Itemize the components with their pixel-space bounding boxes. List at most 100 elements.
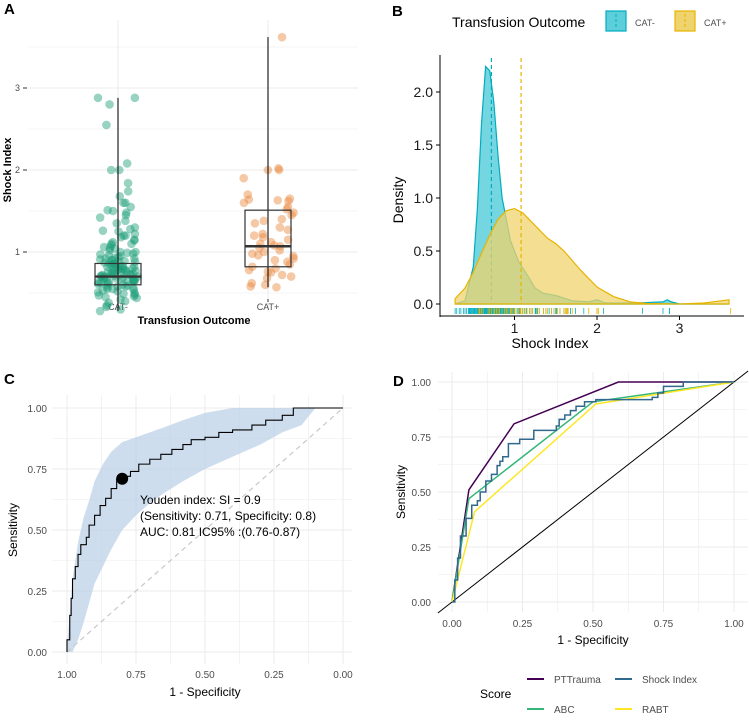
roc-line-shock-index (452, 381, 734, 603)
data-point (103, 262, 112, 272)
data-point (122, 267, 131, 276)
data-point (127, 239, 136, 249)
data-point (130, 229, 140, 239)
panel-c-annotation-auc: AUC: 0.81 IC95% :(0.76-0.87) (140, 525, 300, 539)
data-point (108, 284, 118, 294)
x-tick-label: 2 (593, 320, 601, 336)
confidence-band (67, 408, 316, 652)
data-point (277, 214, 287, 224)
legend-label: ABC (554, 705, 575, 716)
data-point (108, 255, 117, 265)
y-tick-label: 1.0 (414, 190, 434, 206)
data-point (286, 272, 296, 281)
data-point (243, 190, 253, 199)
data-point (107, 255, 117, 265)
data-point (247, 278, 257, 288)
data-point (121, 282, 130, 291)
data-point (106, 165, 116, 175)
data-point (274, 164, 283, 173)
data-point (95, 213, 105, 222)
y-tick-label: 0.25 (412, 543, 432, 554)
data-point (119, 264, 128, 273)
data-point (285, 194, 295, 203)
data-point (128, 283, 138, 293)
data-point (244, 265, 254, 275)
data-point (129, 291, 139, 301)
data-point (262, 273, 272, 283)
x-tick-label: 0.50 (583, 619, 603, 630)
data-point (120, 296, 130, 306)
x-tick-label: 0.75 (654, 619, 674, 630)
data-point (108, 237, 118, 247)
data-point (246, 282, 255, 291)
data-point (107, 268, 117, 277)
data-point (130, 290, 140, 299)
y-tick-label: 0.00 (28, 648, 48, 659)
x-tick-label: 3 (676, 320, 684, 336)
data-point (101, 254, 111, 263)
data-point (244, 195, 254, 204)
data-point (129, 285, 139, 295)
data-point (282, 205, 292, 214)
data-point (253, 250, 263, 260)
data-point (112, 219, 122, 228)
data-point (123, 178, 133, 188)
panel-label-d: D (393, 373, 404, 390)
data-point (121, 198, 130, 208)
panel-label-c: C (4, 371, 15, 388)
roc-line-rabt (451, 381, 735, 603)
data-point (117, 268, 126, 277)
legend-label-CAT-: CAT- (635, 18, 655, 28)
data-point (124, 277, 133, 286)
data-point (250, 219, 260, 228)
panel-label-b: B (392, 3, 403, 20)
panel-b-x-title: Shock Index (511, 335, 588, 351)
data-point (130, 235, 139, 244)
data-point (119, 198, 128, 208)
data-point (110, 253, 120, 263)
y-tick-label: 3 (15, 83, 20, 93)
data-point (266, 237, 276, 247)
data-point (128, 264, 137, 273)
reference-diagonal (66, 407, 344, 653)
data-point (121, 210, 131, 220)
data-point (100, 258, 109, 267)
panel-c-annotation-youden: Youden index: SI = 0.9 (140, 493, 261, 507)
panel-a-x-title: Transfusion Outcome (137, 315, 250, 327)
data-point (273, 196, 283, 205)
panel-d-legend-title: Score (480, 687, 512, 701)
legend-label: PTTrauma (554, 675, 601, 686)
data-point (109, 266, 119, 276)
y-tick-label: 0.50 (412, 488, 432, 499)
panel-c-annotation-sens-spec: (Sensitivity: 0.71, Specificity: 0.8) (140, 509, 316, 523)
data-point (106, 241, 116, 250)
x-tick-label: 1.00 (57, 670, 77, 681)
panel-d-y-title: Sensitivity (394, 465, 408, 519)
data-point (122, 208, 131, 217)
data-point (114, 264, 123, 274)
data-point (270, 255, 280, 265)
legend-label-CAT+: CAT+ (704, 18, 727, 28)
data-point (93, 279, 103, 289)
x-tick-label: CAT+ (257, 302, 280, 312)
y-tick-label: 0.00 (412, 598, 432, 609)
data-point (102, 302, 111, 312)
data-point (110, 244, 120, 254)
panel-a-y-title: Shock Index (2, 137, 14, 203)
data-point (275, 246, 285, 255)
data-point (248, 249, 257, 258)
data-point (274, 165, 284, 175)
y-tick-label: 0.75 (412, 433, 432, 444)
data-point (108, 260, 117, 269)
data-point (131, 266, 140, 276)
data-point (128, 249, 138, 258)
y-tick-label: 2.0 (414, 84, 434, 100)
y-tick-label: 0.5 (414, 243, 434, 259)
box (244, 209, 292, 268)
data-point (277, 32, 287, 42)
data-point (103, 267, 113, 276)
legend-label: Shock Index (642, 675, 697, 686)
data-point (104, 298, 113, 308)
roc-curve (66, 407, 343, 652)
